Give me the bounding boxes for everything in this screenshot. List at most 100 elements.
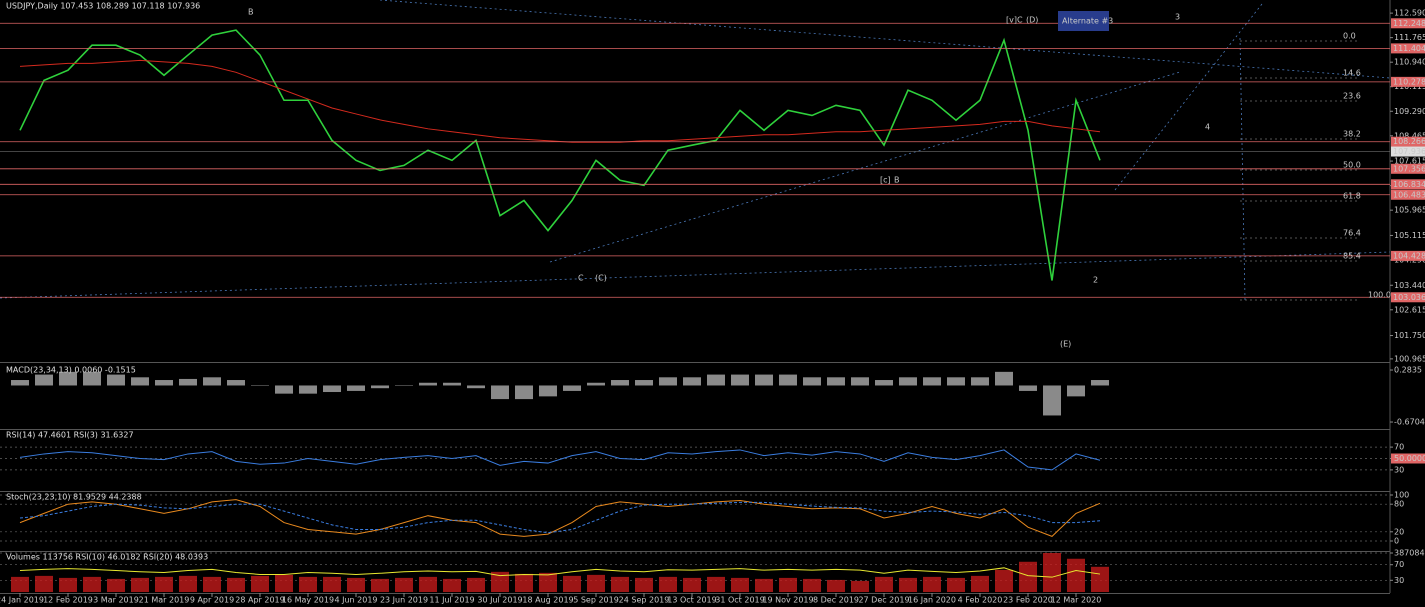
bar — [731, 577, 749, 592]
y-tick-label: 103.440 — [1394, 281, 1425, 290]
y-tick-label: 30 — [1394, 576, 1404, 585]
bar — [1067, 385, 1085, 397]
fib-label: 85.4 — [1343, 252, 1361, 261]
series-line — [19, 449, 1101, 471]
annotation-box — [1058, 11, 1109, 31]
y-tick-label: 0.2835 — [1394, 366, 1422, 375]
frame — [0, 0, 1391, 594]
bar — [563, 385, 581, 391]
bar — [35, 374, 53, 386]
y-tick-label: 108.465 — [1394, 131, 1425, 140]
bar — [683, 377, 701, 386]
x-tick-label: 16 May 2019 — [282, 596, 334, 605]
bar — [755, 374, 773, 386]
level-label: 104.428 — [1393, 251, 1425, 260]
level-label: 106.483 — [1393, 190, 1425, 199]
bar — [1019, 385, 1037, 391]
bar — [587, 574, 605, 592]
bar — [251, 575, 269, 592]
y-tick-label: 110.940 — [1394, 58, 1425, 67]
bar — [299, 385, 317, 394]
bar — [515, 385, 533, 400]
x-tick-label: 11 Jul 2019 — [429, 596, 474, 605]
bar — [419, 382, 437, 386]
bar — [275, 385, 293, 394]
stoch-title: Stoch(23,23,10) 81.9529 44.2388 — [6, 493, 142, 502]
level-label: 107.356 — [1393, 164, 1425, 173]
level-box — [1391, 136, 1425, 147]
level-box — [1391, 163, 1425, 174]
level-label: 108.266 — [1393, 137, 1425, 146]
fib-label: 76.4 — [1343, 229, 1361, 238]
level-box — [1391, 18, 1425, 29]
x-tick-label: 4 Jun 2019 — [334, 596, 377, 605]
bar — [443, 382, 461, 386]
y-tick-label: 105.115 — [1394, 231, 1425, 240]
last-price-box — [1391, 146, 1425, 157]
y-tick-label: 112.590 — [1394, 9, 1425, 18]
y-tick-label: 50.0000 — [1394, 454, 1425, 463]
bar — [203, 377, 221, 386]
x-tick-label: 16 Jan 2020 — [908, 596, 956, 605]
bar — [923, 377, 941, 386]
bar — [779, 577, 797, 592]
y-tick-label: 109.290 — [1394, 107, 1425, 116]
bar — [995, 371, 1013, 386]
bar — [827, 377, 845, 386]
x-tick-label: 30 Jul 2019 — [477, 596, 522, 605]
x-tick-label: 12 Mar 2020 — [1051, 596, 1102, 605]
y-tick-label: 20 — [1394, 527, 1404, 536]
bar — [635, 577, 653, 592]
level-label: 110.278 — [1393, 77, 1425, 86]
y-tick-label: 80 — [1394, 500, 1404, 509]
rsi-title: RSI(14) 47.4601 RSI(3) 31.6327 — [6, 431, 134, 440]
level-label: 111.404 — [1393, 44, 1425, 53]
bar — [155, 380, 173, 386]
bar — [515, 573, 533, 592]
level-box — [1391, 189, 1425, 200]
series-line — [19, 501, 1101, 534]
macd-title: MACD(23,34,13) 0.0060 -0.1515 — [6, 366, 136, 375]
x-tick-label: 23 Feb 2020 — [1003, 596, 1053, 605]
level-box — [1391, 43, 1425, 54]
bar — [395, 577, 413, 592]
y-tick-label: 387084 — [1394, 549, 1425, 558]
series-line — [19, 29, 1101, 281]
y-tick-label: 30 — [1394, 465, 1404, 474]
bar — [299, 576, 317, 592]
y-tick-label: -0.6704 — [1394, 418, 1425, 427]
bar — [539, 385, 557, 397]
bar — [347, 577, 365, 592]
x-tick-label: 23 Jun 2019 — [380, 596, 428, 605]
bar — [659, 377, 677, 386]
bar — [851, 377, 869, 386]
bar — [875, 380, 893, 386]
bar — [83, 371, 101, 386]
bar — [59, 371, 77, 386]
bar — [395, 385, 413, 386]
bar — [731, 374, 749, 386]
fib-label: 100.0 — [1368, 291, 1391, 300]
x-tick-label: 21 Mar 2019 — [139, 596, 190, 605]
level-box — [1391, 250, 1425, 261]
annotation: [c] — [880, 176, 891, 185]
bar — [347, 385, 365, 391]
fib-label: 14.6 — [1343, 69, 1361, 78]
bar — [611, 380, 629, 386]
chart-title: USDJPY,Daily 107.453 108.289 107.118 107… — [6, 2, 200, 11]
annotation: 2 — [1093, 276, 1098, 285]
bar — [707, 374, 725, 386]
x-tick-label: 5 Sep 2019 — [573, 596, 619, 605]
bar — [155, 576, 173, 592]
series-line — [19, 567, 1101, 578]
bar — [419, 576, 437, 592]
x-tick-label: 24 Jan 2019 — [0, 596, 44, 605]
bar — [491, 571, 509, 592]
bar — [11, 380, 29, 386]
bar — [875, 576, 893, 592]
bar — [947, 577, 965, 592]
bar — [59, 577, 77, 592]
bar — [587, 382, 605, 386]
bar — [1043, 385, 1061, 416]
bar — [1067, 558, 1085, 592]
